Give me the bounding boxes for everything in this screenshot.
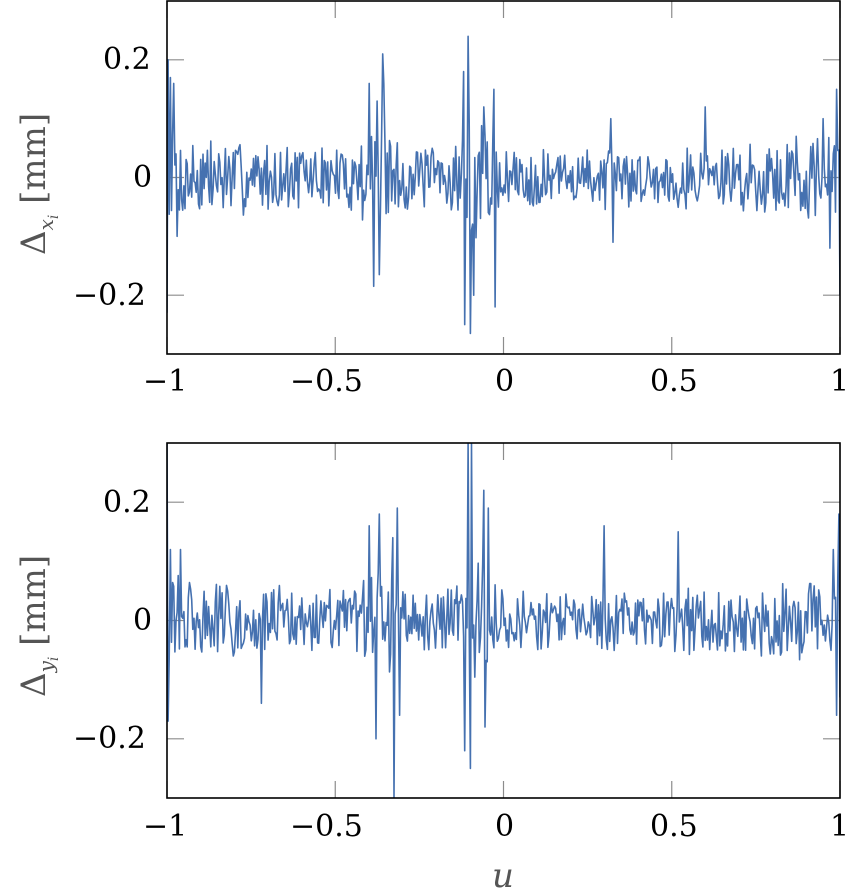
x-tick-label: −1: [143, 364, 188, 399]
x-tick-label: −0.5: [290, 809, 363, 844]
x-tick-label: 1: [830, 364, 849, 399]
axes-frame: [166, 0, 841, 355]
y-tick-label: −0.2: [73, 278, 146, 313]
y-tick-label: 0.2: [103, 42, 151, 77]
y-tick-label: −0.2: [73, 721, 146, 756]
chart-top-delta-x: Δxi [mm] 0.2 0 −0.2 −1 −0.5 0 0.5 1: [0, 0, 849, 420]
x-tick-label: 0.5: [650, 364, 698, 399]
y-tick-label: 0: [133, 603, 153, 638]
x-tick-label: −1: [143, 809, 188, 844]
plot-area-top: [166, 0, 841, 355]
y-tick-label: 0.2: [103, 485, 151, 520]
x-tick-label: 0: [495, 809, 515, 844]
axes-frame: [166, 442, 841, 799]
x-axis-label: u: [492, 856, 514, 896]
data-line: [167, 35, 840, 335]
chart-bottom-delta-y: Δyi [mm] 0.2 0 −0.2 −1 −0.5 0 0.5 1 u: [0, 442, 849, 896]
y-axis-label-bottom: Δyi [mm]: [14, 554, 62, 697]
data-line: [167, 443, 840, 798]
plot-area-bottom: [166, 442, 841, 799]
x-tick-label: 0.5: [650, 809, 698, 844]
x-tick-label: 1: [830, 809, 849, 844]
y-axis-label-top: Δxi [mm]: [14, 112, 62, 255]
x-tick-label: −0.5: [290, 364, 363, 399]
y-tick-label: 0: [133, 160, 153, 195]
x-tick-label: 0: [495, 364, 515, 399]
